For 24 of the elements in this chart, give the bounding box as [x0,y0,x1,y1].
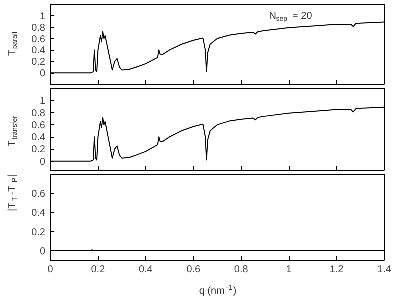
y-tick-label: 0 [40,246,46,258]
y-tick-label: 0.6 [32,189,46,200]
y-tick-label: 1 [40,96,46,108]
y-tick-label: 0.4 [32,132,46,144]
x-tick-label: 0 [48,264,54,276]
y-tick-label: 0 [40,156,46,168]
y-tick-label: 0 [40,68,46,80]
y-tick-label: 0.2 [32,57,46,68]
y-tick-label: 1 [40,11,46,22]
x-tick-label: 0.8 [234,264,249,276]
x-tick-label: 0.4 [138,264,154,276]
y-tick-label: 0.4 [32,208,46,220]
y-tick-label: 0.6 [32,34,46,46]
x-tick-label: 0.2 [91,264,106,276]
y-tick-label: 0.2 [32,144,46,156]
y-tick-label: 0.8 [32,108,46,120]
x-tick-label: 1 [286,264,292,276]
y-tick-label: 0.6 [32,120,46,132]
x-tick-label: 0.6 [186,264,202,276]
x-tick-label: 1.4 [378,264,392,276]
x-tick-label: 1.2 [330,264,344,276]
y-tick-label: 0.4 [32,46,46,57]
y-tick-label: 0.8 [32,22,46,34]
y-tick-label: 0.2 [32,227,46,238]
